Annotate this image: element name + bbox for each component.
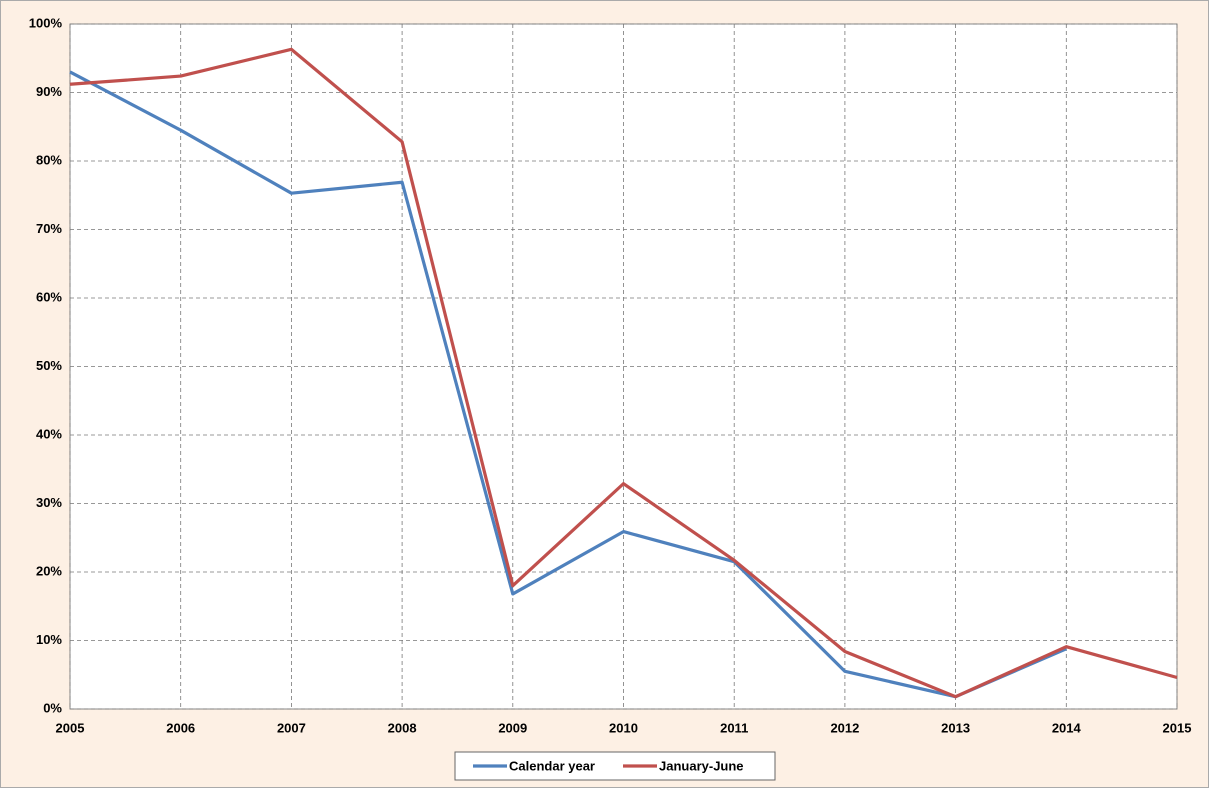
x-tick-label: 2010	[609, 720, 638, 735]
x-tick-label: 2014	[1052, 720, 1082, 735]
y-tick-label: 100%	[29, 15, 63, 30]
y-tick-label: 70%	[36, 221, 62, 236]
x-tick-label: 2009	[498, 720, 527, 735]
legend	[454, 751, 776, 781]
y-tick-label: 80%	[36, 152, 62, 167]
y-tick-label: 10%	[36, 632, 62, 647]
x-tick-label: 2015	[1163, 720, 1192, 735]
series-line	[69, 70, 1067, 699]
y-tick-label: 60%	[36, 289, 62, 304]
y-tick-label: 30%	[36, 495, 62, 510]
legend-label: Calendar year	[509, 758, 595, 773]
x-tick-label: 2008	[388, 720, 417, 735]
x-tick-label: 2012	[830, 720, 859, 735]
y-tick-label: 20%	[36, 563, 62, 578]
y-tick-label: 0%	[43, 700, 62, 715]
legend-label: January-June	[659, 758, 744, 773]
y-tick-label: 50%	[36, 358, 62, 373]
y-tick-label: 90%	[36, 84, 62, 99]
series-line	[69, 47, 1178, 699]
y-tick-label: 40%	[36, 426, 62, 441]
x-tick-label: 2013	[941, 720, 970, 735]
x-tick-label: 2011	[720, 720, 748, 735]
x-tick-label: 2005	[56, 720, 85, 735]
x-tick-label: 2007	[277, 720, 306, 735]
x-tick-label: 2006	[166, 720, 195, 735]
